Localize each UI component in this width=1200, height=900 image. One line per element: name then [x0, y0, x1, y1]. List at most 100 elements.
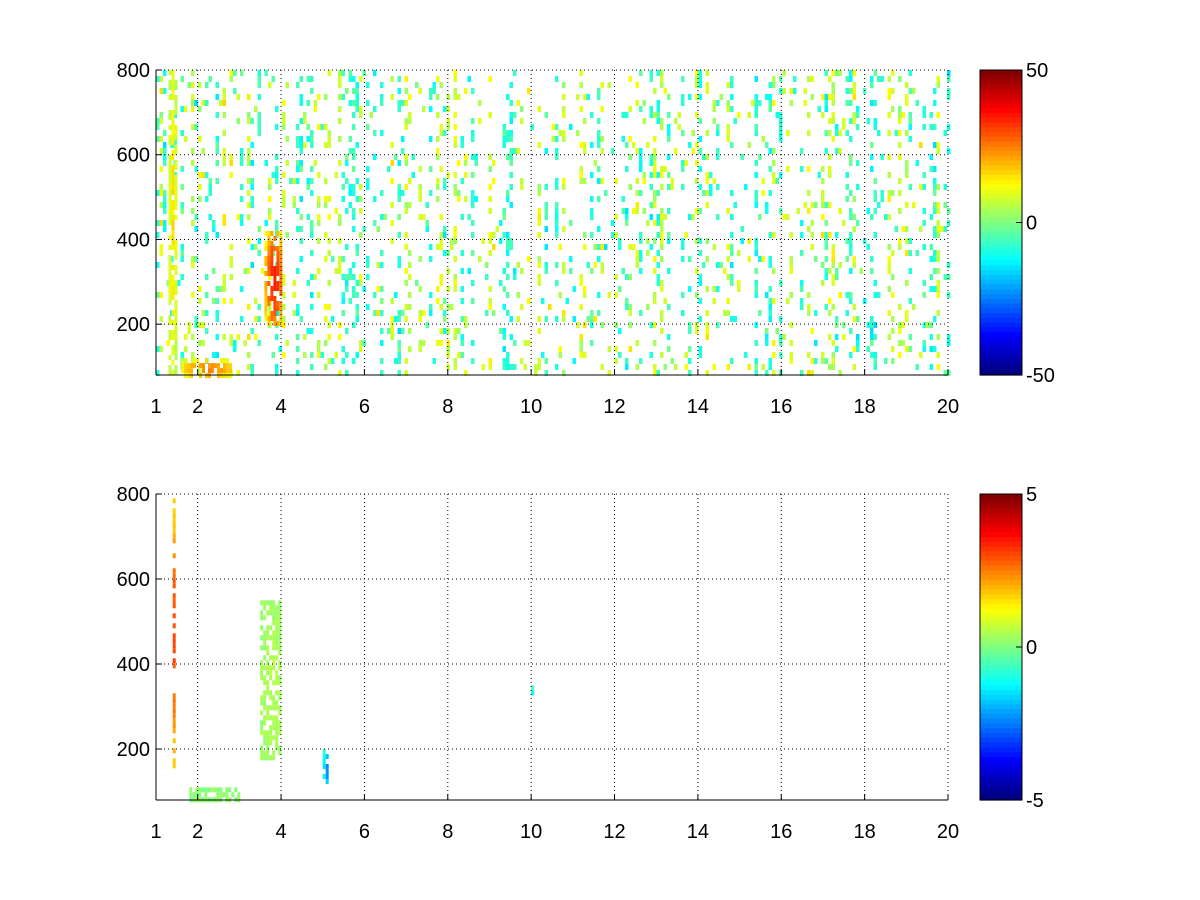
- hotspot-cell: [275, 635, 279, 641]
- hotspot-cell: [260, 660, 264, 666]
- heatmap-cell: [933, 100, 937, 106]
- heatmap-cell: [712, 106, 716, 112]
- colorbar-step: [980, 355, 1022, 362]
- heatmap-cell: [163, 70, 167, 76]
- heatmap-cell: [380, 286, 384, 292]
- heatmap-cell: [352, 184, 356, 190]
- heatmap-cell: [698, 148, 702, 154]
- heatmap-cell: [614, 214, 618, 220]
- heatmap-cell: [254, 298, 258, 304]
- hotspot-cell: [171, 130, 175, 135]
- heatmap-cell: [191, 220, 195, 226]
- heatmap-cell: [229, 154, 233, 160]
- colorbar-step: [980, 541, 1022, 548]
- heatmap-cell: [362, 226, 366, 232]
- hotspot-cell: [278, 640, 282, 646]
- heatmap-cell: [275, 178, 279, 184]
- heatmap-cell: [527, 256, 531, 262]
- heatmap-cell: [810, 94, 814, 100]
- colorbar-step: [980, 136, 1022, 143]
- hotspot-cell: [171, 290, 175, 295]
- heatmap-cell: [880, 190, 884, 196]
- heatmap-cell: [747, 238, 751, 244]
- heatmap-cell: [446, 106, 450, 112]
- heatmap-cell: [348, 70, 352, 76]
- heatmap-cell: [222, 214, 226, 220]
- hotspot-cell: [187, 368, 190, 374]
- hotspot-cell: [171, 200, 175, 205]
- heatmap-cell: [303, 142, 307, 148]
- heatmap-cell: [642, 100, 646, 106]
- heatmap-cell: [562, 268, 566, 274]
- hotspot-cell: [229, 373, 232, 379]
- heatmap-cell: [457, 94, 461, 100]
- colorbar-step: [980, 661, 1022, 667]
- heatmap-cell: [338, 82, 342, 88]
- hotspot-cell: [263, 730, 267, 736]
- colorbar-step: [980, 594, 1022, 600]
- colorbar-step: [980, 713, 1022, 720]
- heatmap-cell: [397, 256, 401, 262]
- heatmap-cell: [821, 280, 825, 286]
- heatmap-cell: [509, 184, 513, 190]
- heatmap-cell: [726, 274, 730, 280]
- heatmap-cell: [222, 94, 226, 100]
- heatmap-cell: [502, 334, 506, 340]
- hotspot-cell: [269, 635, 273, 641]
- y-tick-label: 200: [117, 314, 150, 336]
- heatmap-cell: [824, 274, 828, 280]
- heatmap-cell: [593, 160, 597, 166]
- hotspot-cell: [266, 645, 270, 651]
- heatmap-cell: [250, 364, 254, 370]
- hotspot-cell: [214, 363, 217, 369]
- heatmap-cell: [852, 82, 856, 88]
- heatmap-cell: [443, 178, 447, 184]
- heatmap-cell: [443, 298, 447, 304]
- heatmap-cell: [730, 244, 734, 250]
- heatmap-cell: [642, 208, 646, 214]
- heatmap-cell: [453, 256, 457, 262]
- heatmap-cell: [310, 250, 314, 256]
- heatmap-cell: [831, 274, 835, 280]
- heatmap-cell: [905, 100, 909, 106]
- heatmap-cell: [201, 310, 205, 316]
- hotspot-cell: [272, 715, 276, 721]
- hotspot-cell: [171, 285, 175, 290]
- colorbar-step: [980, 84, 1022, 90]
- heatmap-cell: [401, 148, 405, 154]
- heatmap-cell: [663, 298, 667, 304]
- heatmap-cell: [453, 112, 457, 118]
- heatmap-cell: [439, 274, 443, 280]
- heatmap-cell: [730, 250, 734, 256]
- heatmap-cell: [450, 304, 454, 310]
- heatmap-cell: [373, 292, 377, 298]
- hotspot-cell: [174, 315, 178, 320]
- hotspot-cell: [264, 246, 268, 251]
- heatmap-cell: [299, 196, 303, 202]
- heatmap-cell: [625, 166, 629, 172]
- heatmap-cell: [544, 214, 548, 220]
- hotspot-cell: [263, 740, 267, 746]
- heatmap-cell: [345, 280, 349, 286]
- heatmap-cell: [628, 310, 632, 316]
- heatmap-cell: [530, 124, 534, 130]
- heatmap-cell: [656, 214, 660, 220]
- colorbar-step: [980, 656, 1022, 662]
- heatmap-cell: [828, 364, 832, 370]
- heatmap-cell: [415, 280, 419, 286]
- heatmap-cell: [635, 178, 639, 184]
- colorbar-step: [980, 670, 1022, 677]
- heatmap-cell: [705, 238, 709, 244]
- heatmap-cell: [163, 196, 167, 202]
- heatmap-cell: [838, 292, 842, 298]
- heatmap-cell: [887, 286, 891, 292]
- heatmap-cell: [635, 148, 639, 154]
- hotspot-cell: [171, 115, 175, 120]
- heatmap-cell: [215, 136, 219, 142]
- hotspot-cell: [172, 663, 176, 669]
- hotspot-cell: [171, 175, 175, 180]
- hotspot-cell: [278, 665, 282, 671]
- heatmap-cell: [698, 76, 702, 82]
- heatmap-cell: [257, 124, 261, 130]
- heatmap-cell: [747, 142, 751, 148]
